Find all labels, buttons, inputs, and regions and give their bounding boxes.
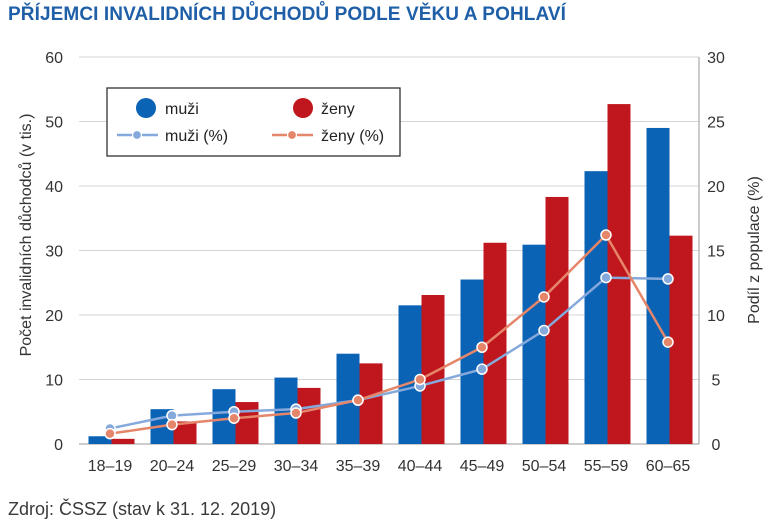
legend-muzi-marker xyxy=(136,98,156,118)
point-muzi-pct xyxy=(600,271,612,284)
bar-muzi xyxy=(212,389,236,444)
y-tick-label: 0 xyxy=(54,437,63,454)
bar-zeny xyxy=(607,104,631,445)
y-tick-label: 10 xyxy=(45,373,63,390)
left-axis-ticks: 0 10 20 30 40 50 60 xyxy=(45,50,63,454)
x-tick-label: 55–59 xyxy=(584,458,629,475)
chart-title: PŘÍJEMCI INVALIDNÍCH DŮCHODŮ PODLE VĚKU … xyxy=(8,4,567,25)
point-muzi-pct xyxy=(662,273,674,285)
legend-zeny-pct-label: ženy (%) xyxy=(321,128,384,145)
y2-tick-label: 0 xyxy=(712,437,721,454)
y2-axis-title: Podíl z populace (%) xyxy=(746,176,763,324)
bar-zeny xyxy=(111,438,135,444)
bar-zeny xyxy=(483,242,507,444)
point-zeny-pct xyxy=(104,427,116,440)
point-zeny-pct xyxy=(290,407,302,419)
y-axis-title: Počet invalidních důchodců (v tis.) xyxy=(17,114,35,357)
x-tick-label: 18–19 xyxy=(88,458,133,475)
bar-zeny xyxy=(421,295,445,444)
legend-muzi-pct-label: muži (%) xyxy=(165,128,228,145)
legend-zeny-label: ženy xyxy=(321,101,355,118)
legend-box xyxy=(106,87,401,157)
y-tick-label: 30 xyxy=(45,244,63,261)
point-zeny-pct xyxy=(414,373,426,386)
x-tick-label: 25–29 xyxy=(212,458,257,475)
bar-muzi xyxy=(336,353,360,444)
point-zeny-pct xyxy=(166,418,178,431)
x-tick-label: 20–24 xyxy=(150,458,195,475)
y-tick-label: 20 xyxy=(45,308,63,325)
point-zeny-pct xyxy=(352,394,364,406)
line-zeny-pct xyxy=(109,233,670,435)
legend-muzi-label: muži xyxy=(165,101,199,118)
point-zeny-pct xyxy=(476,341,488,353)
point-zeny-pct xyxy=(538,291,550,303)
line-muzi-pct xyxy=(109,276,669,430)
x-tick-label: 45–49 xyxy=(460,458,505,475)
x-tick-label: 40–44 xyxy=(398,458,443,475)
y-tick-label: 40 xyxy=(45,179,63,196)
point-zeny-pct xyxy=(662,336,674,348)
bar-muzi xyxy=(646,127,670,444)
bar-muzi xyxy=(398,305,422,444)
bar-muzi xyxy=(584,171,608,445)
bar-zeny xyxy=(297,387,321,444)
point-zeny-pct xyxy=(228,412,240,424)
y2-tick-label: 15 xyxy=(707,244,725,261)
bar-muzi xyxy=(522,244,546,444)
point-muzi-pct xyxy=(538,324,550,337)
bar-zeny xyxy=(173,421,197,444)
legend-zeny-pct-marker xyxy=(286,129,298,141)
y2-tick-label: 30 xyxy=(707,50,725,67)
point-muzi-pct xyxy=(476,363,488,375)
source-note: Zdroj: ČSSZ (stav k 31. 12. 2019) xyxy=(8,499,277,519)
x-tick-label: 60–65 xyxy=(646,458,691,475)
bars xyxy=(88,104,693,445)
y2-tick-label: 25 xyxy=(707,115,725,132)
y2-tick-label: 5 xyxy=(712,373,721,390)
line-series xyxy=(104,229,674,440)
x-tick-label: 30–34 xyxy=(274,458,319,475)
x-tick-label: 35–39 xyxy=(336,458,381,475)
legend: muži ženy muži (%) ženy (%) xyxy=(106,87,401,157)
y-tick-label: 50 xyxy=(45,115,63,132)
point-zeny-pct xyxy=(600,229,612,241)
bar-muzi xyxy=(88,436,112,444)
y2-tick-label: 10 xyxy=(707,308,725,325)
bar-zeny xyxy=(235,402,259,444)
legend-zeny-marker xyxy=(293,98,313,118)
bar-zeny xyxy=(359,363,383,444)
bar-muzi xyxy=(460,279,484,444)
right-axis-ticks: 0 5 10 15 20 25 30 xyxy=(707,50,725,454)
y-tick-label: 60 xyxy=(45,50,63,67)
bar-zeny xyxy=(669,235,693,444)
x-tick-label: 50–54 xyxy=(522,458,567,475)
x-axis-ticks: 18–19 20–24 25–29 30–34 35–39 40–44 45–49 50–54… xyxy=(88,458,691,475)
y2-tick-label: 20 xyxy=(707,179,725,196)
legend-muzi-pct-marker xyxy=(131,129,143,141)
